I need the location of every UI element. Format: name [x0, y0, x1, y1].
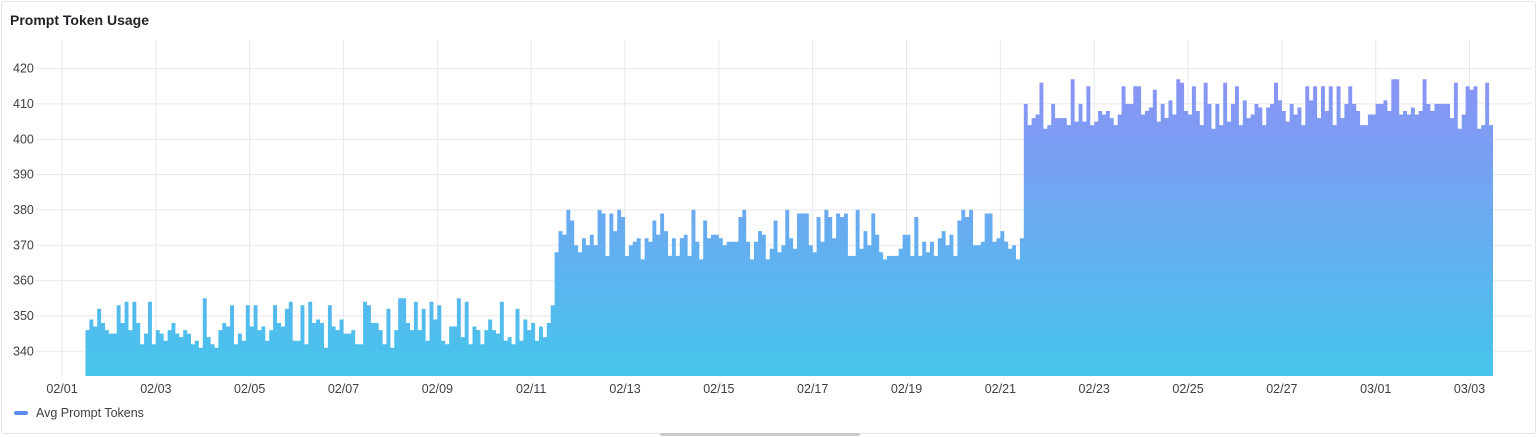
- legend-label: Avg Prompt Tokens: [36, 406, 144, 420]
- y-tick-label: 400: [13, 132, 34, 146]
- x-tick-label: 02/07: [328, 382, 359, 396]
- y-tick-label: 370: [13, 238, 34, 252]
- x-tick-label: 02/15: [703, 382, 734, 396]
- avg-prompt-tokens-area: [85, 79, 1493, 376]
- x-tick-label: 02/21: [985, 382, 1016, 396]
- y-tick-label: 410: [13, 97, 34, 111]
- x-tick-label: 02/19: [891, 382, 922, 396]
- y-tick-label: 340: [13, 344, 34, 358]
- x-tick-label: 02/01: [46, 382, 77, 396]
- panel-title: Prompt Token Usage: [10, 12, 149, 28]
- x-tick-label: 03/03: [1454, 382, 1485, 396]
- x-axis-ticks: 02/01 02/03 02/05 02/07 02/09 02/11 02/13 02/15…: [46, 382, 1485, 396]
- horizontal-scrollbar[interactable]: [660, 433, 860, 436]
- y-tick-label: 390: [13, 168, 34, 182]
- x-tick-label: 02/05: [234, 382, 265, 396]
- y-axis-ticks: 340 350 360 370 380 390 400 410 420: [13, 62, 34, 359]
- x-tick-label: 02/09: [422, 382, 453, 396]
- series-avg-prompt-tokens[interactable]: [85, 79, 1494, 376]
- x-tick-label: 02/17: [797, 382, 828, 396]
- y-tick-label: 420: [13, 62, 34, 76]
- x-tick-label: 02/25: [1172, 382, 1203, 396]
- y-tick-label: 350: [13, 309, 34, 323]
- legend[interactable]: Avg Prompt Tokens: [14, 406, 144, 420]
- x-tick-label: 02/03: [140, 382, 171, 396]
- x-tick-label: 02/11: [516, 382, 546, 396]
- y-tick-label: 360: [13, 274, 34, 288]
- x-tick-label: 02/13: [609, 382, 640, 396]
- y-tick-label: 380: [13, 203, 34, 217]
- x-tick-label: 03/01: [1360, 382, 1391, 396]
- x-tick-label: 02/27: [1266, 382, 1297, 396]
- x-tick-label: 02/23: [1079, 382, 1110, 396]
- legend-swatch: [14, 411, 28, 415]
